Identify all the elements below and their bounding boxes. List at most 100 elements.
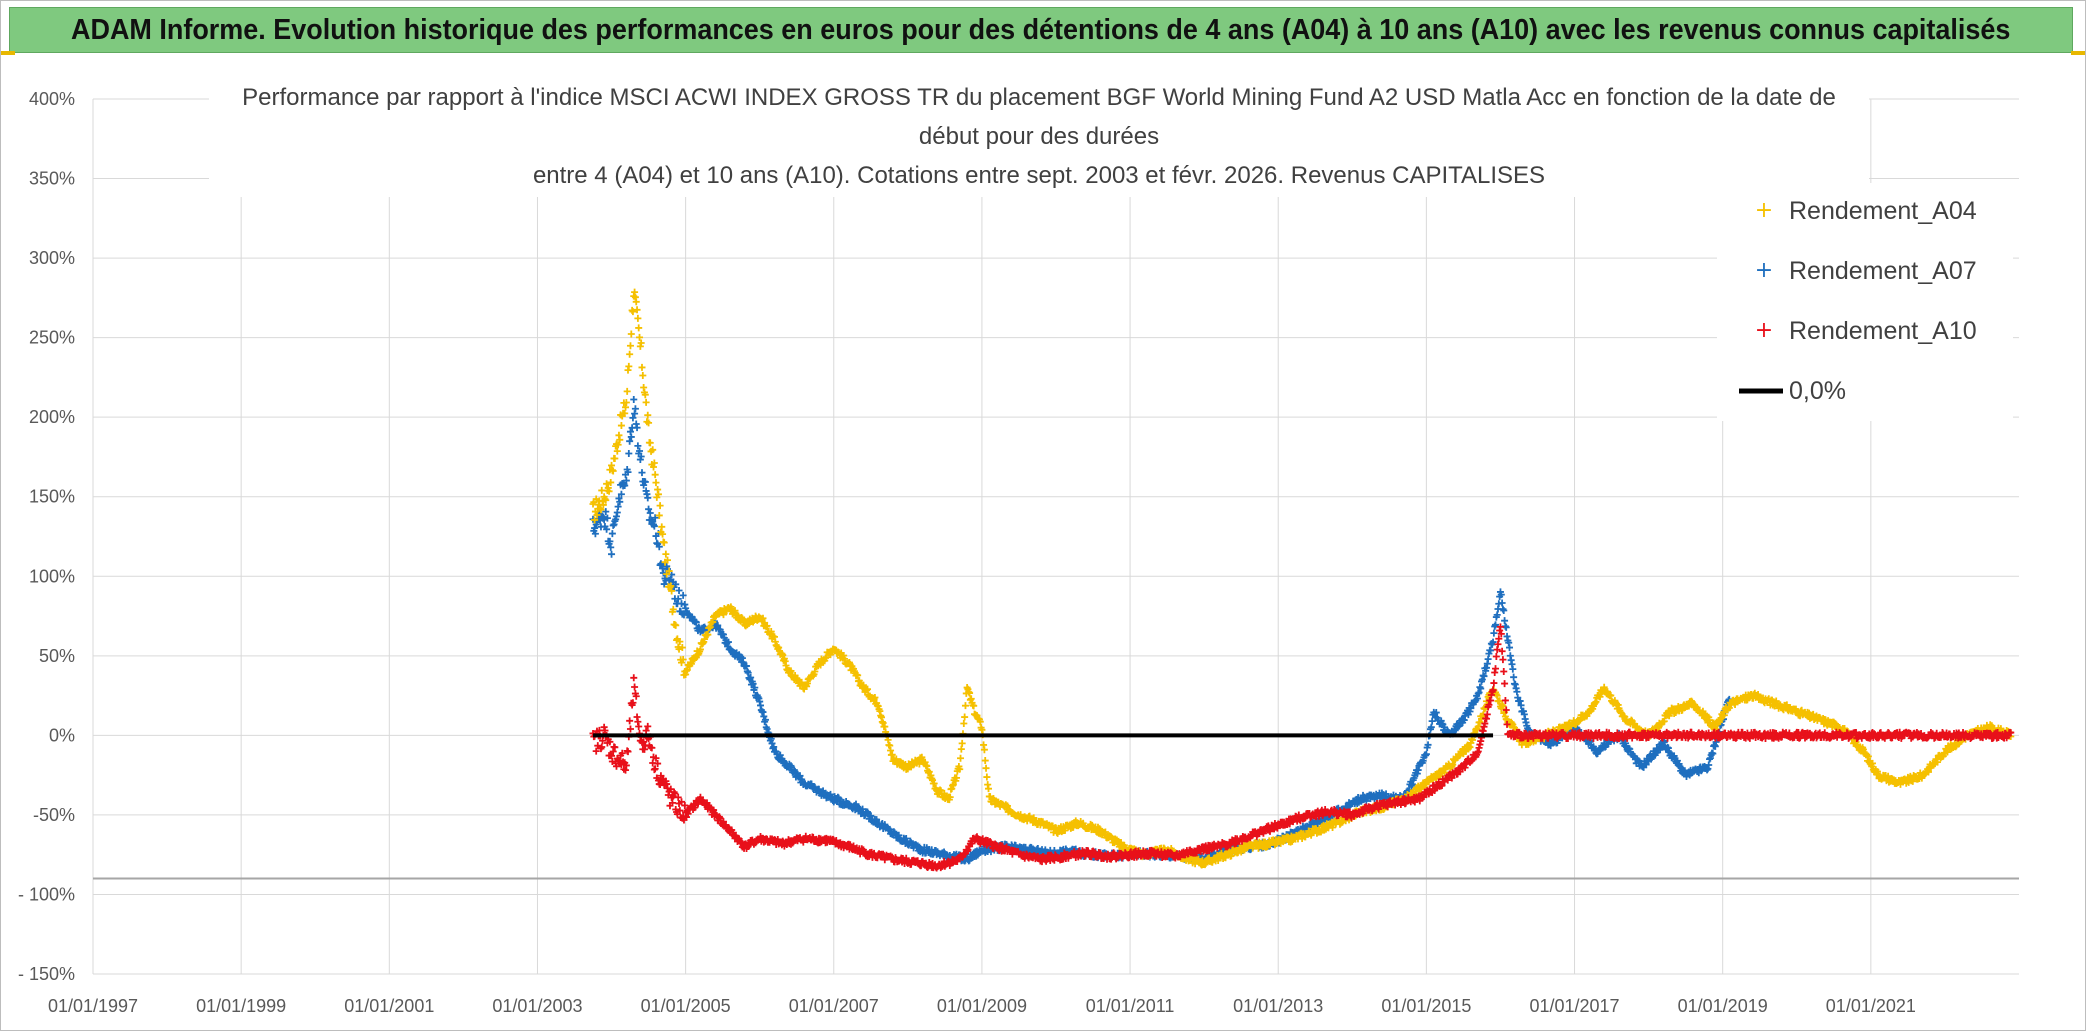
data-point: [645, 419, 653, 427]
data-point: [641, 391, 649, 399]
data-point: [1483, 710, 1491, 718]
data-point: [673, 810, 681, 818]
data-point: [980, 746, 988, 754]
data-point: [888, 751, 896, 759]
data-point: [970, 702, 978, 710]
data-point: [1868, 759, 1876, 767]
x-tick-label: 01/01/2007: [789, 996, 879, 1016]
data-point: [759, 614, 767, 622]
chart-title-line-3: entre 4 (A04) et 10 ans (A10). Cotations…: [533, 162, 1545, 189]
data-point: [1517, 701, 1525, 709]
data-point: [662, 550, 670, 558]
chart-title-line-1: Performance par rapport à l'indice MSCI …: [242, 84, 1836, 111]
data-point: [611, 454, 619, 462]
data-point: [724, 638, 732, 646]
series-Rendement_A04: [589, 288, 2015, 869]
data-point: [976, 718, 984, 726]
data-point: [603, 525, 611, 533]
x-tick-label: 01/01/2017: [1529, 996, 1619, 1016]
data-point: [606, 738, 614, 746]
data-point: [605, 487, 613, 495]
data-point: [603, 480, 611, 488]
data-point: [630, 395, 638, 403]
data-point: [631, 405, 639, 413]
data-point: [597, 506, 605, 514]
data-point: [1493, 611, 1501, 619]
data-point: [710, 806, 718, 814]
data-point: [871, 694, 879, 702]
data-point: [636, 447, 644, 455]
data-point: [652, 754, 660, 762]
y-tick-label: 100%: [29, 566, 75, 586]
y-axis-ticks: 400%350%300%250%200%150%100%50%0%-50%- 1…: [18, 89, 75, 984]
data-point: [591, 530, 599, 538]
data-point: [1003, 802, 1011, 810]
legend-label-a07: Rendement_A07: [1789, 257, 1977, 285]
data-point: [1642, 761, 1650, 769]
data-point: [749, 680, 757, 688]
data-point: [1934, 758, 1942, 766]
x-tick-label: 01/01/2001: [344, 996, 434, 1016]
data-point: [854, 671, 862, 679]
data-point: [1427, 723, 1435, 731]
data-point: [650, 522, 658, 530]
data-point: [649, 446, 657, 454]
data-point: [642, 727, 650, 735]
data-point: [678, 644, 686, 652]
data-point: [627, 330, 635, 338]
data-point: [626, 342, 634, 350]
data-point: [961, 702, 969, 710]
data-point: [593, 511, 601, 519]
data-point: [611, 743, 619, 751]
data-point: [1506, 644, 1514, 652]
legend-label-a10: Rendement_A10: [1789, 317, 1977, 345]
data-point: [1492, 652, 1500, 660]
data-point: [1490, 679, 1498, 687]
data-point: [960, 719, 968, 727]
data-point: [606, 537, 614, 545]
data-point: [626, 350, 634, 358]
data-point: [626, 717, 634, 725]
report-banner: ADAM Informe. Evolution historique des p…: [9, 7, 2073, 53]
data-point: [983, 773, 991, 781]
data-point: [632, 298, 640, 306]
data-point: [671, 790, 679, 798]
data-point: [1513, 688, 1521, 696]
data-point: [633, 306, 641, 314]
data-point: [626, 725, 634, 733]
data-point: [1477, 685, 1485, 693]
data-point: [613, 447, 621, 455]
data-point: [966, 689, 974, 697]
data-point: [676, 638, 684, 646]
data-point: [644, 494, 652, 502]
x-tick-label: 01/01/1997: [48, 996, 138, 1016]
data-point: [591, 516, 599, 524]
data-point: [625, 362, 633, 370]
data-point: [719, 611, 727, 619]
data-point: [669, 605, 677, 613]
data-point: [655, 543, 663, 551]
data-point: [668, 587, 676, 595]
y-tick-label: 200%: [29, 407, 75, 427]
data-point: [1422, 750, 1430, 758]
data-point: [636, 333, 644, 341]
data-point: [678, 798, 685, 806]
data-point: [608, 530, 616, 538]
report-title: ADAM Informe. Evolution historique des p…: [71, 13, 2011, 46]
data-point: [674, 793, 682, 801]
data-point: [981, 757, 989, 765]
data-point: [608, 550, 616, 558]
data-point: [621, 409, 629, 417]
legend-label-a04: Rendement_A04: [1789, 197, 1977, 225]
data-point: [796, 772, 804, 780]
x-tick-label: 01/01/1999: [196, 996, 286, 1016]
x-tick-label: 01/01/2011: [1086, 996, 1175, 1016]
data-point: [751, 684, 759, 692]
data-point: [672, 621, 680, 629]
data-point: [629, 308, 637, 316]
data-point: [633, 424, 641, 432]
data-point: [672, 580, 680, 588]
data-point: [622, 761, 630, 769]
data-point: [668, 799, 676, 807]
